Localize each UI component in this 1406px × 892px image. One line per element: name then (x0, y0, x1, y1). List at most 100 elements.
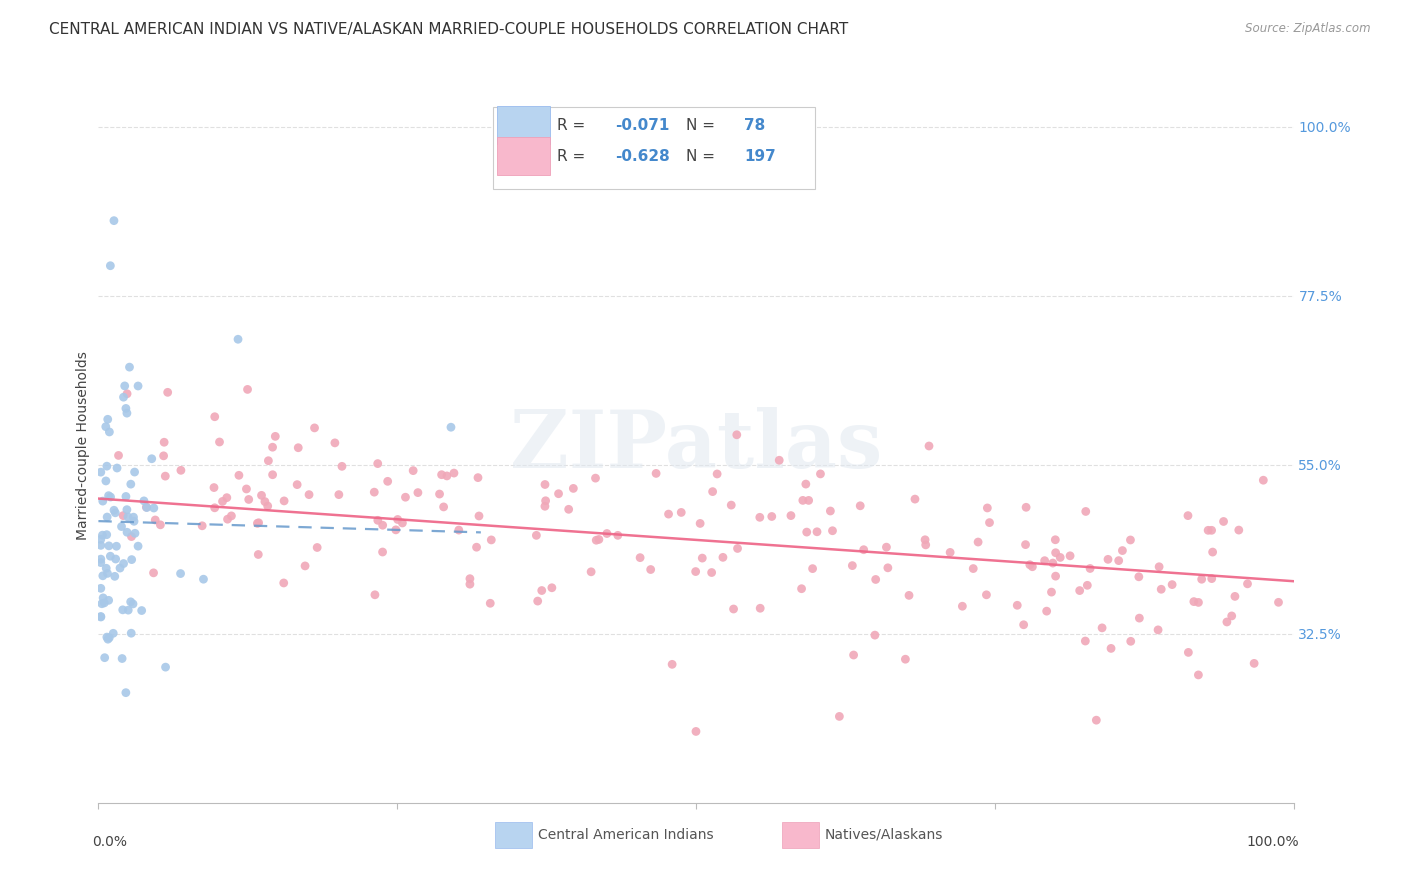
Point (628, 550, 651, 565)
Point (122, 597, 145, 611)
Point (706, 467, 728, 481)
Point (96, 566, 118, 581)
Point (894, 652, 917, 666)
Point (98, 259, 122, 273)
Point (107, 449, 129, 463)
Point (596, 526, 619, 541)
Point (436, 469, 458, 483)
Point (191, 518, 214, 533)
Point (103, 626, 125, 640)
Point (127, 379, 149, 393)
Point (1147, 559, 1170, 574)
Point (430, 467, 453, 482)
Point (468, 508, 491, 523)
Point (228, 468, 250, 483)
Point (250, 488, 273, 502)
Point (90, 465, 112, 479)
Point (1069, 583, 1091, 598)
Point (1085, 713, 1108, 727)
Point (204, 409, 226, 424)
Point (115, 401, 138, 416)
Point (94, 419, 117, 434)
Text: Central American Indians: Central American Indians (538, 828, 714, 842)
Point (96, 510, 118, 524)
Point (135, 500, 157, 515)
Point (821, 524, 844, 538)
Point (142, 501, 165, 516)
Point (226, 332, 249, 346)
Point (1097, 552, 1119, 566)
Point (115, 525, 138, 540)
Point (235, 482, 257, 496)
Point (236, 383, 259, 397)
FancyBboxPatch shape (494, 107, 815, 189)
Point (914, 533, 936, 547)
Point (98, 425, 121, 439)
Point (1201, 572, 1223, 586)
Point (1220, 609, 1243, 624)
Point (749, 601, 772, 615)
Point (96, 630, 118, 644)
Point (193, 572, 215, 586)
Point (875, 540, 897, 554)
Point (141, 451, 163, 466)
Point (246, 516, 269, 531)
Point (852, 542, 875, 557)
Point (110, 519, 132, 533)
Point (262, 467, 284, 482)
Point (806, 524, 828, 539)
Point (640, 562, 662, 576)
Point (115, 502, 138, 516)
Point (797, 493, 820, 508)
Text: N =: N = (686, 149, 720, 164)
Point (904, 492, 927, 507)
Point (458, 572, 481, 586)
Point (1018, 558, 1040, 572)
Point (562, 482, 585, 496)
Point (1267, 595, 1289, 609)
Y-axis label: Married-couple Households: Married-couple Households (76, 351, 90, 541)
Point (1091, 621, 1114, 635)
Point (588, 533, 610, 547)
Point (90, 533, 112, 547)
Point (700, 566, 723, 580)
Point (215, 491, 238, 505)
FancyBboxPatch shape (782, 822, 820, 847)
Point (1227, 523, 1250, 537)
Point (121, 530, 143, 544)
Point (114, 379, 136, 393)
Point (723, 602, 745, 616)
FancyBboxPatch shape (496, 106, 550, 145)
Point (585, 533, 607, 548)
Point (117, 509, 139, 524)
Point (91, 591, 114, 605)
Point (169, 566, 191, 581)
Point (1015, 500, 1038, 515)
Point (1111, 543, 1133, 558)
Point (112, 557, 135, 571)
Point (105, 461, 128, 475)
Point (103, 213, 125, 227)
Point (103, 503, 125, 517)
Point (657, 507, 679, 521)
FancyBboxPatch shape (496, 137, 550, 176)
Point (120, 626, 142, 640)
Point (132, 494, 155, 508)
Point (153, 435, 176, 450)
Point (117, 603, 139, 617)
Point (1021, 559, 1043, 574)
Point (96, 459, 118, 474)
Point (142, 566, 165, 580)
Point (727, 541, 749, 556)
Point (285, 477, 308, 491)
Point (323, 435, 346, 450)
Point (124, 526, 146, 541)
Point (1099, 641, 1122, 656)
Point (645, 467, 668, 481)
Point (91, 494, 114, 508)
Point (702, 484, 724, 499)
Point (914, 538, 936, 552)
Point (1074, 634, 1097, 648)
Point (780, 508, 803, 523)
Point (1201, 545, 1223, 559)
